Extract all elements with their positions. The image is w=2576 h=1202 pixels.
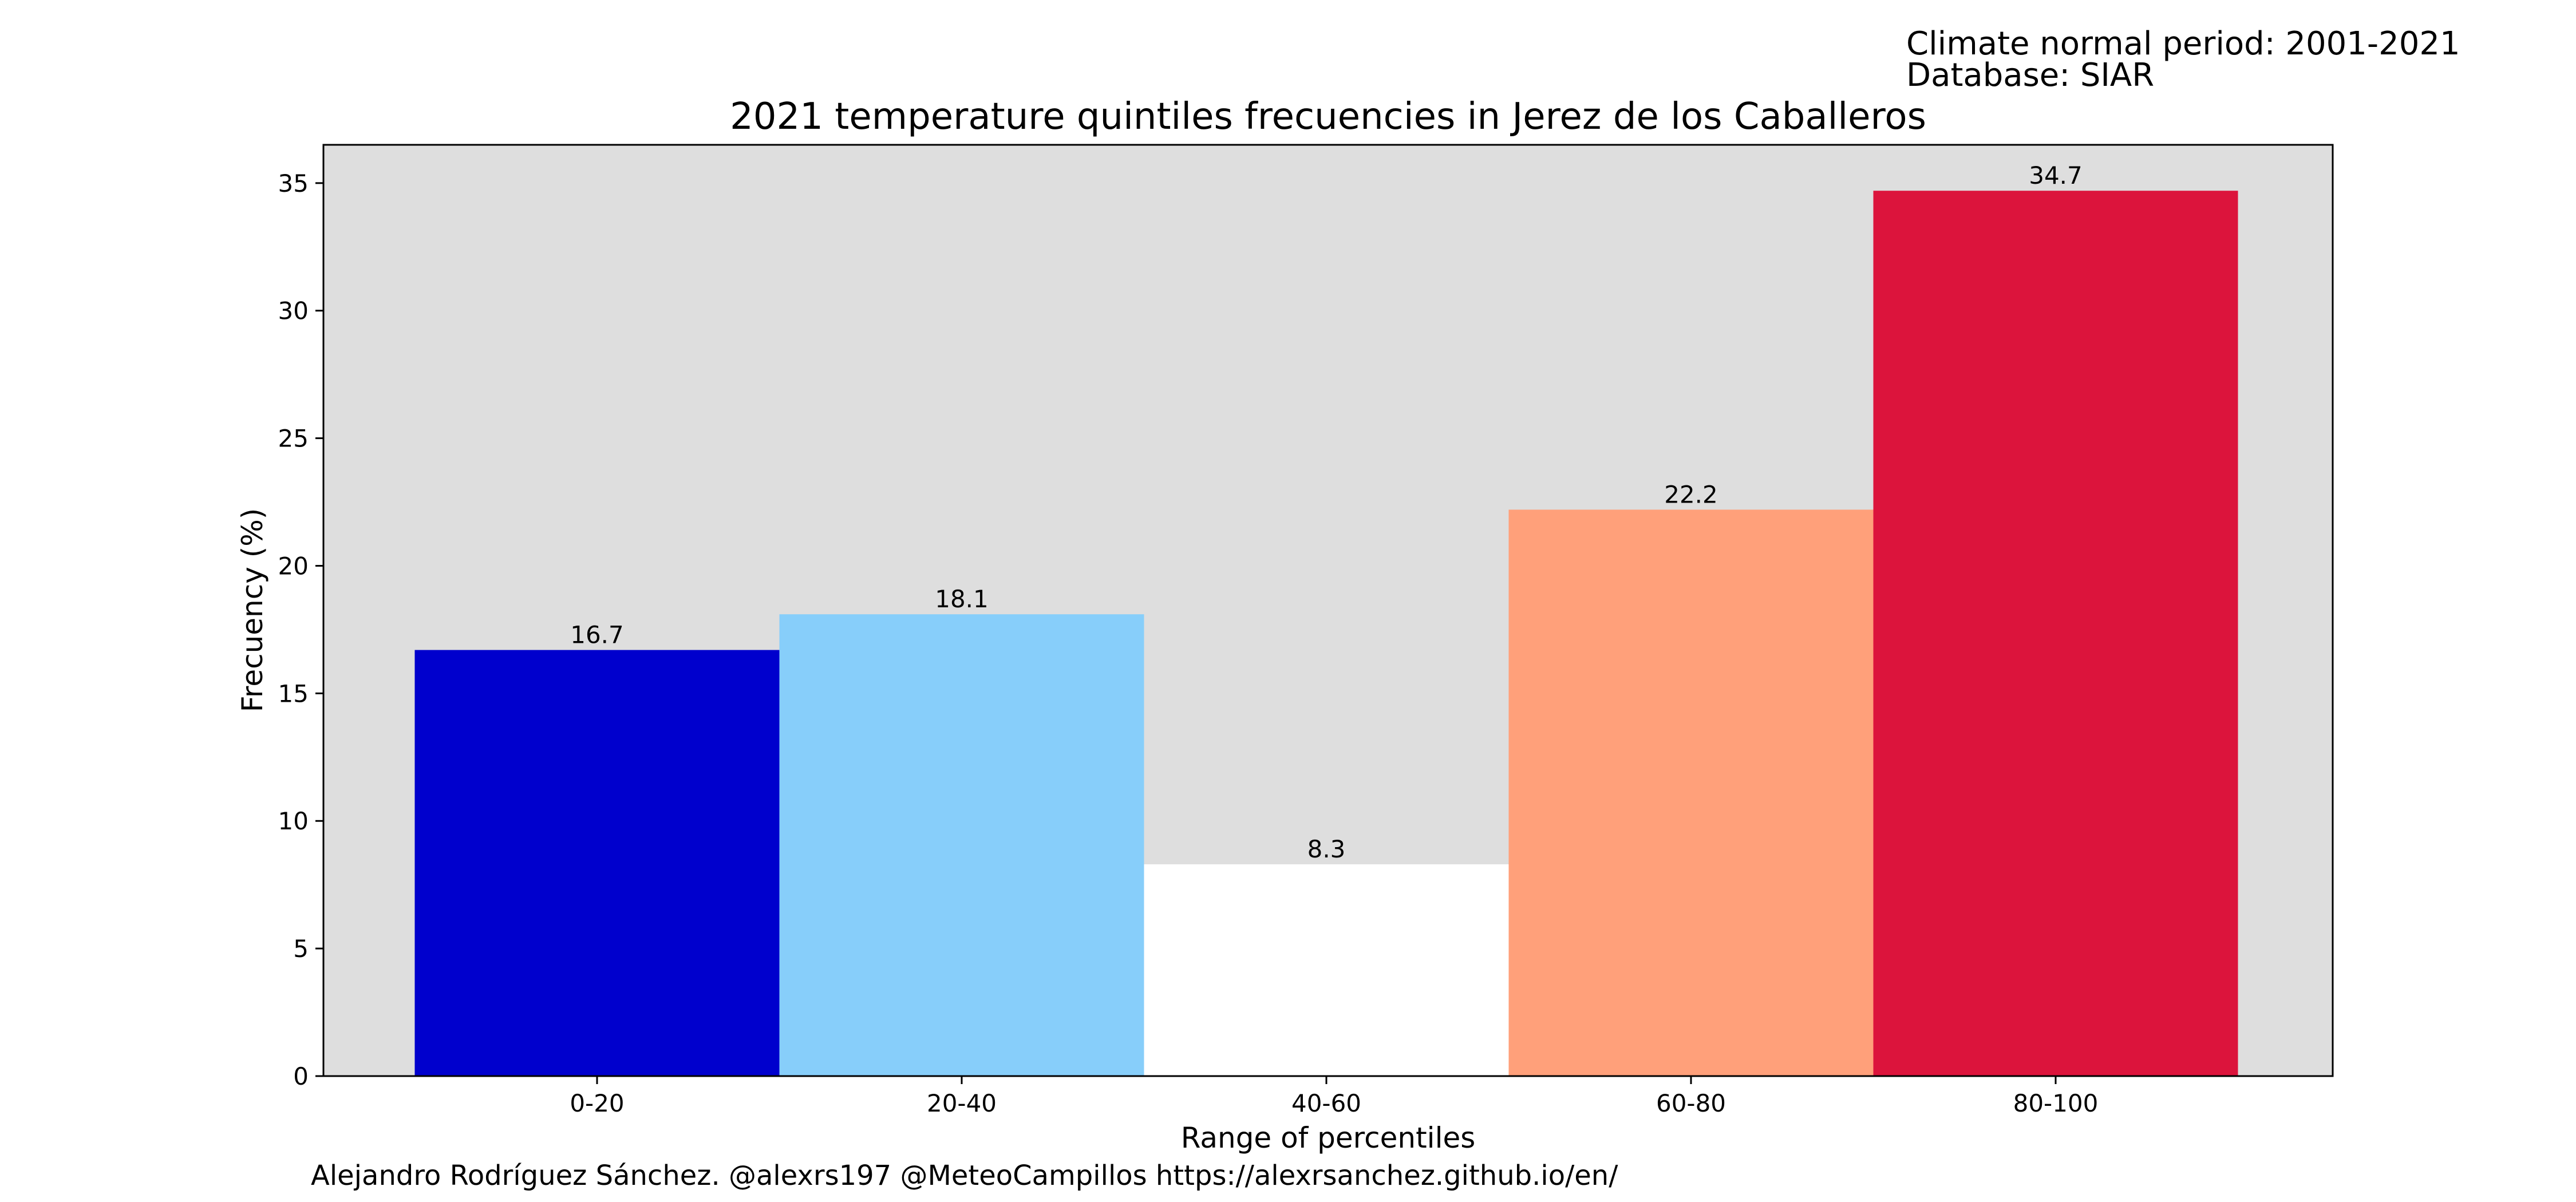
- bar-80-100: [1873, 191, 2238, 1077]
- value-label-20-40: 18.1: [935, 585, 989, 613]
- credits: Alejandro Rodríguez Sánchez. @alexrs197 …: [311, 1160, 1618, 1192]
- x-tick-label: 60-80: [1656, 1089, 1726, 1117]
- y-tick-label: 5: [293, 935, 309, 963]
- y-tick-label: 35: [278, 169, 309, 197]
- value-labels: 16.7 18.1 8.3 22.2 34.7: [570, 161, 2083, 863]
- bars: [414, 191, 2238, 1077]
- value-label-60-80: 22.2: [1664, 480, 1718, 508]
- y-tick-label: 25: [278, 425, 309, 453]
- value-label-80-100: 34.7: [2029, 161, 2083, 189]
- chart-title: 2021 temperature quintiles frecuencies i…: [730, 96, 1926, 138]
- value-label-0-20: 16.7: [570, 621, 624, 649]
- x-axis-label: Range of percentiles: [1181, 1121, 1476, 1154]
- y-tick-label: 10: [278, 807, 309, 835]
- bar-60-80: [1508, 509, 1874, 1076]
- y-axis: 0 5 10 15 20 25 30 35: [278, 169, 323, 1090]
- x-tick-label: 80-100: [2013, 1089, 2099, 1117]
- bar-40-60: [1144, 864, 1509, 1076]
- x-tick-label: 20-40: [927, 1089, 997, 1117]
- y-tick-label: 0: [293, 1062, 309, 1090]
- y-tick-label: 30: [278, 297, 309, 325]
- database-note: Database: SIAR: [1906, 57, 2154, 94]
- bar-0-20: [414, 650, 780, 1076]
- y-axis-label: Frecuency (%): [236, 508, 269, 712]
- plot-frame: [322, 144, 2334, 1077]
- x-tick-label: 0-20: [570, 1089, 624, 1117]
- y-tick-label: 20: [278, 552, 309, 580]
- value-label-40-60: 8.3: [1307, 835, 1346, 863]
- x-tick-label: 40-60: [1291, 1089, 1361, 1117]
- y-tick-label: 15: [278, 679, 309, 707]
- bar-20-40: [779, 614, 1144, 1076]
- x-axis: 0-20 20-40 40-60 60-80 80-100: [570, 1076, 2098, 1117]
- climate-period-note: Climate normal period: 2001-2021: [1906, 25, 2460, 62]
